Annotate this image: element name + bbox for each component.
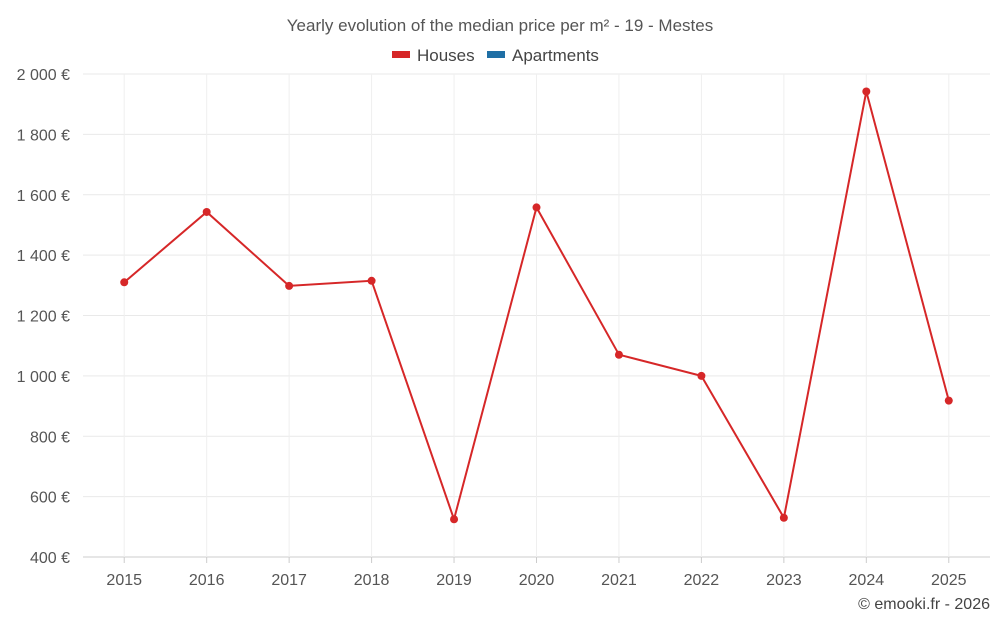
data-point-houses[interactable] <box>697 371 706 380</box>
y-tick-label: 2 000 € <box>17 67 70 84</box>
x-tick-label: 2016 <box>189 572 225 589</box>
y-tick-label: 1 600 € <box>17 188 70 205</box>
data-point-houses[interactable] <box>367 276 376 285</box>
y-tick-label: 1 400 € <box>17 248 70 265</box>
y-tick-label: 600 € <box>30 490 70 507</box>
x-tick-label: 2019 <box>436 572 472 589</box>
grid <box>83 73 990 558</box>
y-tick-label: 800 € <box>30 429 70 446</box>
y-tick-label: 400 € <box>30 550 70 567</box>
legend-item-houses[interactable]: Houses <box>392 46 475 65</box>
data-point-houses[interactable] <box>120 278 129 287</box>
chart-title: Yearly evolution of the median price per… <box>287 16 713 35</box>
series-houses <box>120 87 953 524</box>
credit: © emooki.fr - 2026 <box>858 596 990 613</box>
x-tick-label: 2018 <box>354 572 390 589</box>
x-tick-label: 2020 <box>519 572 555 589</box>
data-point-houses[interactable] <box>532 203 541 212</box>
x-tick-label: 2017 <box>271 572 307 589</box>
data-point-houses[interactable] <box>779 513 788 522</box>
legend-label-houses: Houses <box>417 46 475 65</box>
x-tick-label: 2021 <box>601 572 637 589</box>
data-point-houses[interactable] <box>862 87 871 96</box>
legend-label-apartments: Apartments <box>512 46 599 65</box>
y-tick-label: 1 800 € <box>17 127 70 144</box>
x-axis: 2015 2016 2017 2018 2019 2020 2021 2022 2023 2024… <box>106 557 967 589</box>
legend-swatch-apartments <box>487 51 505 58</box>
x-tick-label: 2015 <box>106 572 142 589</box>
legend: Houses Apartments <box>392 46 599 65</box>
legend-swatch-houses <box>392 51 410 58</box>
data-point-houses[interactable] <box>285 281 294 290</box>
y-tick-label: 1 200 € <box>17 309 70 326</box>
x-tick-label: 2022 <box>684 572 720 589</box>
y-axis: 400 € 600 € 800 € 1 000 € 1 200 € 1 400 € 1 60… <box>17 67 70 567</box>
x-tick-label: 2025 <box>931 572 967 589</box>
data-point-houses[interactable] <box>614 350 623 359</box>
data-point-houses[interactable] <box>944 396 953 405</box>
data-point-houses[interactable] <box>202 207 211 216</box>
data-point-houses[interactable] <box>450 515 459 524</box>
legend-item-apartments[interactable]: Apartments <box>487 46 599 65</box>
y-tick-label: 1 000 € <box>17 369 70 386</box>
x-tick-label: 2024 <box>849 572 885 589</box>
x-tick-label: 2023 <box>766 572 802 589</box>
